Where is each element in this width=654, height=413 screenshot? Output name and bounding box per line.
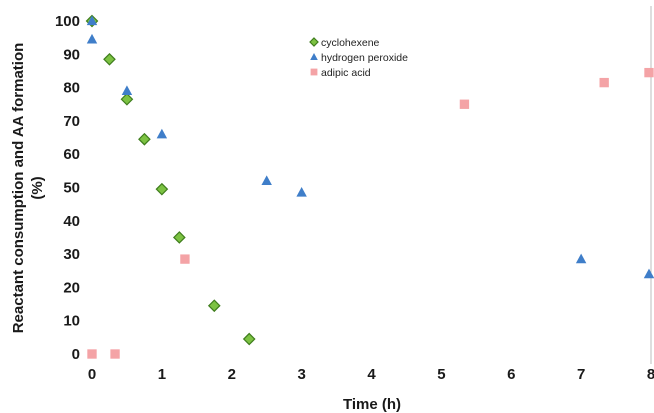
y-tick-label: 30 bbox=[63, 246, 80, 263]
data-points bbox=[85, 14, 654, 359]
cyclohexene-point bbox=[207, 299, 221, 313]
hydrogen-peroxide-point bbox=[643, 268, 654, 279]
y-axis-title-line-2: (%) bbox=[29, 176, 46, 199]
hydrogen-peroxide-point bbox=[156, 128, 168, 139]
x-axis-ticks: 0 1 2 3 4 5 6 7 8 bbox=[88, 366, 654, 383]
adipic-acid-point bbox=[459, 99, 470, 109]
legend: cyclohexene hydrogen peroxide adipic acid bbox=[309, 37, 408, 79]
y-tick-label: 50 bbox=[63, 180, 80, 197]
y-axis-ticks: 0 10 20 30 40 50 60 70 80 90 100 bbox=[55, 13, 80, 363]
adipic-acid-point bbox=[110, 349, 120, 359]
adipic-acid-point bbox=[87, 349, 97, 359]
y-tick-label: 40 bbox=[63, 213, 80, 230]
y-axis-title-line-1: Reactant consumption and AA formation bbox=[10, 43, 27, 334]
x-tick-label: 2 bbox=[228, 366, 236, 383]
cyclohexene-point bbox=[103, 52, 116, 66]
x-tick-label: 8 bbox=[647, 366, 654, 383]
x-axis-title: Time (h) bbox=[343, 396, 401, 413]
y-tick-label: 70 bbox=[63, 113, 80, 130]
x-tick-label: 7 bbox=[577, 366, 585, 383]
y-tick-label: 100 bbox=[55, 13, 80, 30]
hydrogen-peroxide-point bbox=[261, 175, 272, 185]
cyclohexene-point bbox=[242, 332, 256, 346]
y-tick-label: 10 bbox=[63, 313, 80, 330]
x-tick-label: 3 bbox=[297, 366, 305, 383]
cyclohexene-point bbox=[172, 231, 186, 244]
y-tick-label: 60 bbox=[63, 146, 80, 163]
cyclohexene-point bbox=[155, 182, 169, 196]
legend-hydrogen-peroxide-marker bbox=[310, 53, 318, 60]
x-tick-label: 4 bbox=[367, 366, 376, 383]
cyclohexene-point bbox=[138, 132, 151, 146]
legend-cyclohexene-marker bbox=[309, 37, 319, 47]
x-tick-label: 1 bbox=[158, 366, 166, 383]
legend-adipic-acid-marker bbox=[310, 68, 318, 76]
hydrogen-peroxide-point bbox=[121, 85, 133, 96]
hydrogen-peroxide-point bbox=[86, 33, 98, 44]
legend-hydrogen-peroxide-label: hydrogen peroxide bbox=[321, 52, 408, 64]
hydrogen-peroxide-point bbox=[296, 186, 307, 197]
cyclohexene-point bbox=[120, 92, 134, 106]
y-tick-label: 80 bbox=[63, 80, 80, 97]
y-tick-label: 20 bbox=[63, 279, 80, 296]
x-tick-label: 6 bbox=[507, 366, 515, 383]
y-tick-label: 90 bbox=[63, 46, 80, 63]
adipic-acid-point bbox=[599, 77, 609, 88]
adipic-acid-point bbox=[180, 254, 190, 264]
adipic-acid-point bbox=[644, 67, 654, 78]
y-axis-title: Reactant consumption and AA formation (%… bbox=[10, 43, 46, 334]
x-tick-label: 5 bbox=[437, 366, 445, 383]
legend-cyclohexene-label: cyclohexene bbox=[321, 37, 380, 49]
x-tick-label: 0 bbox=[88, 366, 96, 383]
hydrogen-peroxide-point bbox=[575, 253, 587, 264]
y-tick-label: 0 bbox=[72, 346, 80, 363]
legend-adipic-acid-label: adipic acid bbox=[321, 67, 371, 79]
hydrogen-peroxide-point bbox=[86, 15, 98, 26]
